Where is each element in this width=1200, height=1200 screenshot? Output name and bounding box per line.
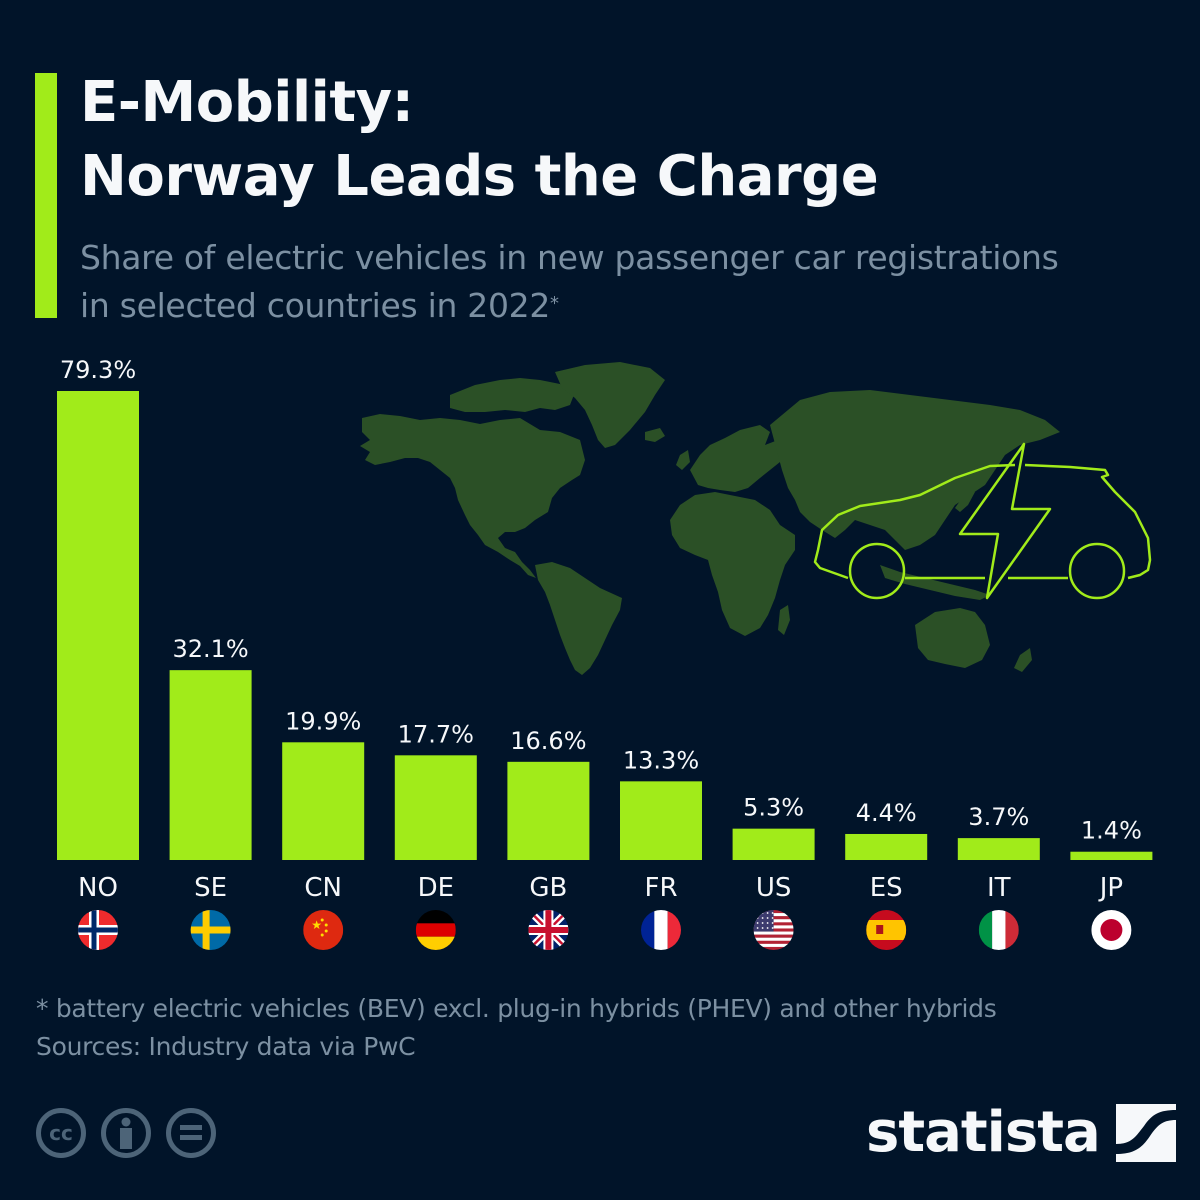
footnote-text: * battery electric vehicles (BEV) excl. … bbox=[36, 994, 997, 1023]
uk-shape bbox=[676, 450, 690, 470]
value-label-no: 79.3% bbox=[60, 356, 136, 384]
madagascar-shape bbox=[778, 605, 790, 635]
category-label-gb: GB bbox=[529, 873, 567, 903]
attribution-icon[interactable] bbox=[101, 1108, 151, 1158]
license-icons: cc bbox=[36, 1108, 216, 1158]
category-label-es: ES bbox=[870, 873, 903, 903]
category-label-no: NO bbox=[78, 873, 118, 903]
value-label-se: 32.1% bbox=[172, 635, 248, 663]
france-flag-icon bbox=[641, 910, 681, 950]
world-map-icon bbox=[360, 362, 1060, 675]
category-label-it: IT bbox=[987, 873, 1011, 903]
value-labels-group: 79.3% 32.1% 19.9% 17.7% 16.6% 13.3% 5.3% 4.4% 3.… bbox=[60, 356, 1142, 845]
germany-flag-icon bbox=[415, 910, 456, 950]
car-front-wheel bbox=[848, 542, 906, 600]
bar-es bbox=[845, 833, 928, 860]
value-label-jp: 1.4% bbox=[1081, 817, 1142, 845]
bar-jp bbox=[1070, 851, 1153, 860]
title-line-1: E-Mobility: bbox=[80, 70, 414, 135]
iceland-shape bbox=[645, 428, 665, 442]
bars-group bbox=[57, 391, 1153, 860]
japan-shape bbox=[955, 488, 975, 512]
category-label-de: DE bbox=[418, 873, 454, 903]
no-derivatives-icon[interactable] bbox=[166, 1108, 216, 1158]
logo-text: statista bbox=[866, 1100, 1101, 1165]
statista-logo[interactable]: statista bbox=[866, 1103, 1176, 1163]
category-label-fr: FR bbox=[644, 873, 677, 903]
uk-flag-icon bbox=[528, 910, 569, 950]
electric-car-outline-icon bbox=[813, 442, 1152, 600]
value-label-fr: 13.3% bbox=[623, 746, 699, 774]
car-roof-outline bbox=[1024, 463, 1152, 580]
category-label-cn: CN bbox=[304, 873, 342, 903]
value-label-gb: 16.6% bbox=[510, 727, 586, 755]
south-america-shape bbox=[535, 562, 622, 675]
statista-logo-icon bbox=[1115, 1104, 1176, 1162]
europe-shape bbox=[690, 425, 785, 492]
bar-cn bbox=[282, 742, 365, 860]
africa-shape bbox=[670, 492, 795, 636]
lightning-bolt-icon bbox=[958, 442, 1052, 600]
car-rear-wheel bbox=[1068, 542, 1126, 600]
bar-it bbox=[957, 838, 1040, 860]
italy-flag-icon bbox=[978, 910, 1019, 950]
bar-fr bbox=[620, 781, 702, 860]
flags-group: ★ bbox=[78, 910, 1132, 950]
bar-gb bbox=[507, 761, 590, 860]
source-text: Sources: Industry data via PwC bbox=[36, 1032, 416, 1061]
equals-glyph bbox=[180, 1125, 202, 1140]
cc-icon[interactable]: cc bbox=[36, 1108, 86, 1158]
value-label-es: 4.4% bbox=[856, 799, 917, 827]
svg-text:★: ★ bbox=[311, 918, 322, 932]
value-label-us: 5.3% bbox=[743, 794, 804, 822]
japan-flag-icon bbox=[1091, 910, 1132, 950]
subtitle: Share of electric vehicles in new passen… bbox=[80, 234, 1059, 330]
category-label-jp: JP bbox=[1098, 873, 1123, 903]
page-title: E-Mobility: Norway Leads the Charge bbox=[80, 66, 879, 214]
person-glyph bbox=[120, 1117, 132, 1149]
value-label-de: 17.7% bbox=[398, 720, 474, 748]
new-zealand-shape bbox=[1014, 648, 1032, 672]
footnote-marker: * bbox=[550, 293, 559, 314]
category-label-se: SE bbox=[194, 873, 227, 903]
sweden-flag-icon bbox=[190, 910, 231, 950]
australia-shape bbox=[915, 608, 990, 668]
car-body-outline bbox=[813, 463, 1016, 580]
footnote-block: * battery electric vehicles (BEV) excl. … bbox=[36, 990, 997, 1066]
value-label-cn: 19.9% bbox=[285, 707, 361, 735]
bar-us bbox=[732, 828, 815, 860]
greenland-shape bbox=[555, 362, 665, 448]
category-label-us: US bbox=[756, 873, 792, 903]
norway-flag-icon bbox=[78, 910, 118, 950]
china-flag-icon: ★ bbox=[303, 910, 344, 950]
bar-no bbox=[57, 391, 139, 860]
bar-se bbox=[169, 670, 252, 860]
asia-shape bbox=[770, 390, 1060, 550]
subtitle-line-2: in selected countries in 2022* bbox=[80, 286, 559, 325]
subtitle-line-1: Share of electric vehicles in new passen… bbox=[80, 238, 1059, 277]
usa-flag-icon bbox=[753, 910, 794, 950]
indonesia-shape bbox=[880, 565, 990, 600]
title-accent-bar bbox=[35, 73, 57, 318]
canadian-arctic-shape bbox=[450, 378, 575, 412]
value-label-it: 3.7% bbox=[968, 803, 1029, 831]
title-line-2: Norway Leads the Charge bbox=[80, 144, 879, 209]
north-america-shape bbox=[360, 414, 585, 578]
bar-de bbox=[394, 755, 477, 860]
category-labels-group: NO SE CN DE GB FR US ES IT JP bbox=[78, 873, 1123, 903]
spain-flag-icon bbox=[866, 910, 907, 950]
